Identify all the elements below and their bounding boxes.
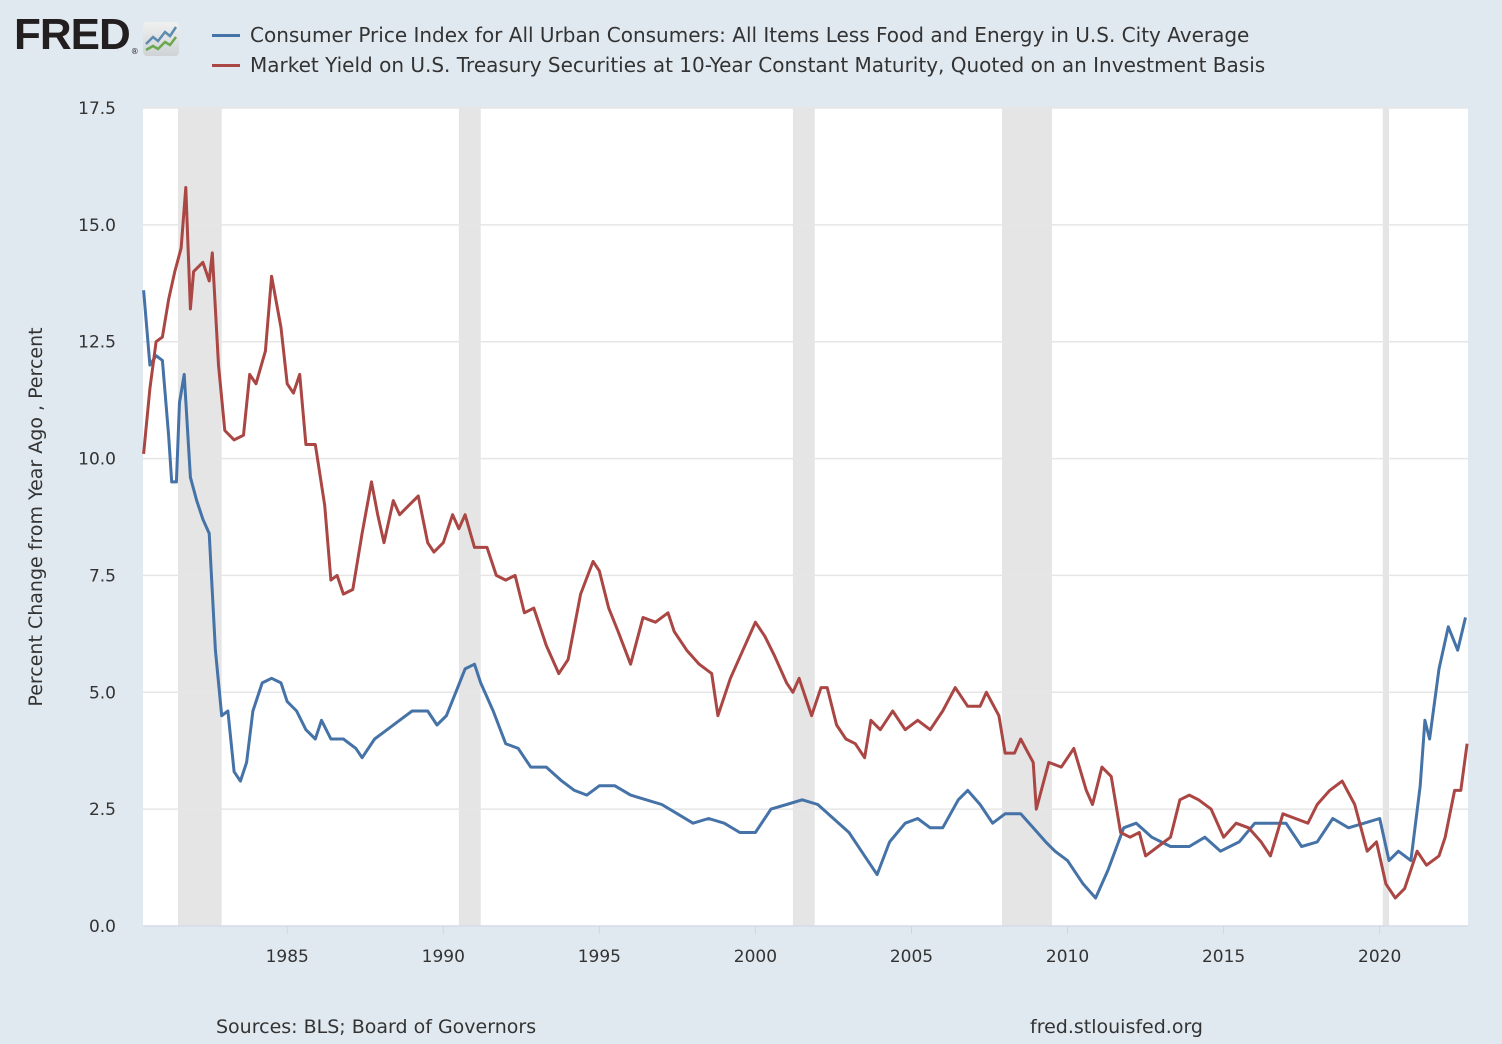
recession-band [1001, 108, 1052, 926]
y-tick-label: 7.5 [89, 566, 116, 586]
registered-mark: ® [130, 47, 139, 56]
y-tick-label: 12.5 [78, 333, 116, 353]
y-tick-label: 15.0 [78, 216, 116, 236]
series-line-1 [142, 186, 1469, 900]
x-tick-label: 1985 [266, 947, 309, 967]
legend-item-cpi[interactable]: Consumer Price Index for All Urban Consu… [212, 20, 1265, 50]
x-tick-label: 1995 [578, 947, 621, 967]
fred-logo[interactable]: FRED ® [14, 10, 179, 59]
logo-text: FRED [14, 10, 131, 59]
legend-item-treasury[interactable]: Market Yield on U.S. Treasury Securities… [212, 50, 1265, 80]
recession-band [792, 108, 815, 926]
sources-note: Sources: BLS; Board of Governors [216, 1016, 537, 1038]
y-tick-label: 17.5 [78, 99, 116, 119]
x-tick-label: 1990 [422, 947, 465, 967]
legend-label: Consumer Price Index for All Urban Consu… [250, 23, 1250, 47]
x-tick-label: 2000 [734, 947, 777, 967]
y-tick-label: 5.0 [89, 683, 116, 703]
line-chart-icon [142, 22, 179, 56]
site-link[interactable]: fred.stlouisfed.org [1030, 1016, 1203, 1038]
legend-swatch [212, 63, 240, 67]
y-tick-label: 10.0 [78, 450, 116, 470]
x-tick-label: 2015 [1202, 947, 1245, 967]
y-axis-label: Percent Change from Year Ago , Percent [25, 327, 47, 706]
recession-band [1382, 108, 1390, 926]
recession-band [458, 108, 481, 926]
legend: Consumer Price Index for All Urban Consu… [212, 20, 1265, 80]
x-tick-label: 2005 [890, 947, 933, 967]
x-tick-label: 2010 [1046, 947, 1089, 967]
recession-band [177, 108, 222, 926]
x-tick-label: 2020 [1358, 947, 1401, 967]
legend-label: Market Yield on U.S. Treasury Securities… [250, 53, 1266, 77]
legend-swatch [212, 33, 240, 37]
y-tick-label: 2.5 [89, 800, 116, 820]
series-line-0 [142, 290, 1467, 900]
y-tick-label: 0.0 [89, 917, 116, 937]
